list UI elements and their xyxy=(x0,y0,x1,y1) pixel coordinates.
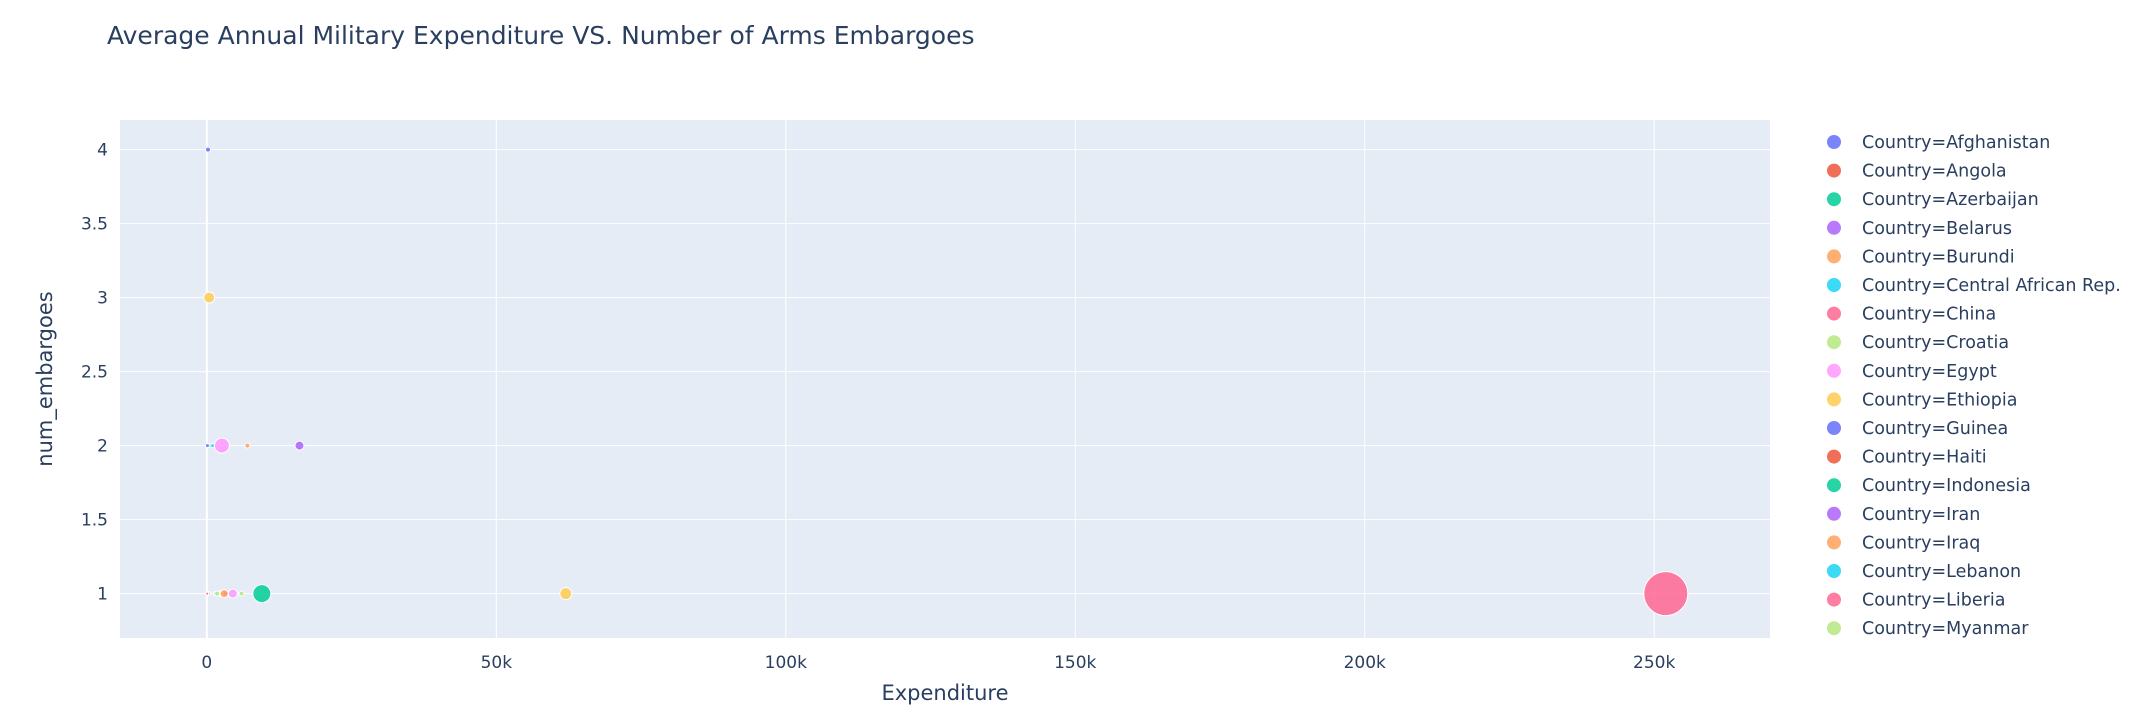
y-tick-label: 2 xyxy=(97,437,108,457)
legend-label: Country=Iraq xyxy=(1862,533,1980,553)
legend-marker xyxy=(1826,362,1842,379)
grid-lines xyxy=(120,120,1770,638)
x-axis-title: Expenditure xyxy=(881,681,1008,705)
legend-item[interactable]: Country=Burundi xyxy=(1826,247,2015,267)
legend-item[interactable]: Country=Myanmar xyxy=(1826,619,2030,639)
legend-item[interactable]: Country=Liberia xyxy=(1826,591,2006,611)
legend-item[interactable]: Country=Guinea xyxy=(1826,419,2009,439)
legend-marker xyxy=(1826,505,1842,522)
legend-item[interactable]: Country=Ethiopia xyxy=(1826,390,2018,410)
x-tick-label: 150k xyxy=(1054,653,1096,673)
plot-area xyxy=(120,120,1770,638)
legend-item[interactable]: Country=Azerbaijan xyxy=(1826,190,2039,210)
data-point[interactable] xyxy=(205,591,210,596)
data-point[interactable] xyxy=(1643,571,1689,617)
legend-label: Country=Azerbaijan xyxy=(1862,190,2039,210)
legend-marker xyxy=(1826,534,1842,551)
legend-marker xyxy=(1826,477,1842,494)
data-point[interactable] xyxy=(214,590,221,597)
legend-label: Country=Angola xyxy=(1862,162,2007,182)
legend-item[interactable]: Country=Iran xyxy=(1826,505,1981,525)
data-point[interactable] xyxy=(203,291,216,304)
y-tick-label: 2.5 xyxy=(81,363,108,383)
x-tick-label: 100k xyxy=(765,653,807,673)
data-point[interactable] xyxy=(213,437,230,454)
legend-marker xyxy=(1826,219,1842,236)
legend-item[interactable]: Country=Central African Rep. xyxy=(1826,276,2121,296)
legend-label: Country=Lebanon xyxy=(1862,562,2021,582)
legend-label: Country=China xyxy=(1862,305,1996,325)
legend-label: Country=Indonesia xyxy=(1862,476,2031,496)
x-tick-label: 0 xyxy=(201,653,212,673)
data-point[interactable] xyxy=(238,590,245,597)
y-tick-label: 1 xyxy=(97,585,108,605)
x-tick-label: 200k xyxy=(1344,653,1386,673)
legend-item[interactable]: Country=Egypt xyxy=(1826,362,1997,382)
legend-label: Country=Egypt xyxy=(1862,362,1997,382)
data-point[interactable] xyxy=(204,443,210,449)
legend[interactable]: Country=Afghanistan Country=Angola Country… xyxy=(1826,133,2121,639)
legend-marker xyxy=(1826,563,1842,579)
y-tick-label: 3.5 xyxy=(81,215,108,235)
y-axis-title: num_embargoes xyxy=(33,291,58,466)
legend-marker xyxy=(1826,334,1842,351)
data-point[interactable] xyxy=(205,146,211,153)
legend-item[interactable]: Country=China xyxy=(1826,305,1997,325)
legend-item[interactable]: Country=Iraq xyxy=(1826,533,1981,553)
x-tick-label: 50k xyxy=(481,653,513,673)
legend-marker xyxy=(1826,305,1842,322)
y-tick-label: 1.5 xyxy=(81,511,108,531)
data-point[interactable] xyxy=(219,589,229,599)
chart-title: Average Annual Military Expenditure VS. … xyxy=(107,21,975,50)
legend-label: Country=Guinea xyxy=(1862,419,2008,439)
legend-label: Country=Burundi xyxy=(1862,247,2015,267)
legend-marker xyxy=(1826,277,1842,293)
data-point[interactable] xyxy=(294,440,305,451)
legend-label: Country=Afghanistan xyxy=(1862,133,2050,153)
x-tick-label: 250k xyxy=(1633,653,1675,673)
legend-label: Country=Belarus xyxy=(1862,219,2012,239)
legend-label: Country=Myanmar xyxy=(1862,619,2029,639)
y-tick-label: 4 xyxy=(97,141,108,161)
data-points[interactable] xyxy=(203,146,1689,617)
legend-marker xyxy=(1826,162,1842,179)
legend-label: Country=Croatia xyxy=(1862,333,2009,353)
data-point[interactable] xyxy=(559,587,573,601)
legend-label: Country=Liberia xyxy=(1862,591,2005,611)
legend-marker xyxy=(1826,591,1842,608)
legend-label: Country=Ethiopia xyxy=(1862,390,2017,410)
legend-item[interactable]: Country=Lebanon xyxy=(1826,562,2022,582)
legend-marker xyxy=(1826,391,1842,408)
data-point[interactable] xyxy=(244,442,251,449)
legend-marker xyxy=(1826,448,1842,465)
legend-item[interactable]: Country=Haiti xyxy=(1826,448,1987,468)
data-point[interactable] xyxy=(227,588,238,599)
legend-item[interactable]: Country=Angola xyxy=(1826,162,2007,182)
legend-marker xyxy=(1826,134,1842,150)
legend-marker xyxy=(1826,420,1842,436)
legend-label: Country=Haiti xyxy=(1862,448,1987,468)
tick-labels: 0 50k 100k 150k 200k 250k 1 1.5 2 2.5 3 3.5 4 xyxy=(81,141,1676,673)
legend-item[interactable]: Country=Indonesia xyxy=(1826,476,2031,496)
legend-item[interactable]: Country=Afghanistan xyxy=(1826,133,2051,153)
legend-label: Country=Central African Rep. xyxy=(1862,276,2121,296)
legend-marker xyxy=(1826,248,1842,265)
legend-marker xyxy=(1826,191,1842,208)
legend-item[interactable]: Country=Croatia xyxy=(1826,333,2010,353)
legend-marker xyxy=(1826,620,1842,637)
legend-label: Country=Iran xyxy=(1862,505,1980,525)
y-tick-label: 3 xyxy=(97,289,108,309)
legend-item[interactable]: Country=Belarus xyxy=(1826,219,2012,239)
data-point[interactable] xyxy=(252,584,272,604)
